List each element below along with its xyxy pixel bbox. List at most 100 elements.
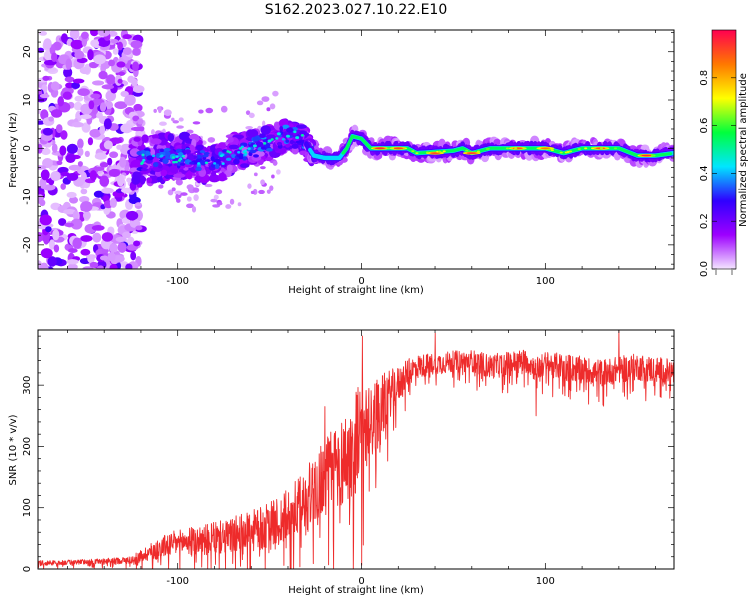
heatmap-cell: [486, 147, 490, 150]
heatmap-cell: [45, 226, 52, 233]
heatmap-cell: [43, 38, 52, 50]
heatmap-cell: [140, 150, 147, 155]
heatmap-cell: [279, 125, 284, 132]
heatmap-cell: [74, 50, 85, 60]
heatmap-cell: [272, 90, 279, 97]
heatmap-cell: [99, 255, 109, 261]
bot-y-tick-label: 200: [22, 437, 33, 456]
top-y-tick-label: 10: [22, 94, 33, 107]
heatmap-cell: [221, 162, 225, 165]
heatmap-cell: [56, 160, 63, 166]
heatmap-cell: [465, 149, 469, 152]
heatmap-cell: [411, 150, 415, 153]
heatmap-cell: [282, 124, 290, 129]
colorbar-gradient: [712, 30, 736, 269]
heatmap-cell: [48, 239, 55, 250]
heatmap-cell: [71, 82, 81, 89]
heatmap-cell: [213, 194, 219, 200]
heatmap-cell: [125, 263, 133, 269]
heatmap-cell: [77, 147, 84, 157]
heatmap-cell: [270, 138, 274, 141]
heatmap-cell: [58, 218, 67, 226]
heatmap-cell: [50, 170, 61, 182]
heatmap-cell: [253, 172, 258, 177]
heatmap-cell: [69, 196, 79, 204]
heatmap-cell: [104, 101, 114, 109]
heatmap-cell: [132, 61, 140, 72]
heatmap-cell: [87, 137, 94, 146]
bot-x-tick-label: 0: [358, 576, 364, 587]
heatmap-cell: [109, 263, 118, 269]
heatmap-cell: [80, 248, 91, 256]
heatmap-cell: [225, 204, 232, 209]
heatmap-cell: [127, 236, 135, 246]
heatmap-cell: [174, 190, 183, 195]
heatmap-cell: [138, 126, 145, 132]
heatmap-cell: [237, 202, 242, 207]
heatmap-cell: [252, 144, 257, 148]
heatmap-cell: [64, 222, 74, 228]
heatmap-cell: [293, 130, 297, 134]
heatmap-cell: [65, 58, 72, 70]
heatmap-cell: [66, 143, 78, 154]
heatmap-cell: [269, 185, 274, 191]
heatmap-cell: [238, 147, 243, 150]
heatmap-cell: [175, 178, 183, 186]
heatmap-cell: [281, 137, 286, 141]
heatmap-cell: [103, 140, 113, 150]
heatmap-cell: [132, 115, 140, 122]
heatmap-cell: [101, 187, 114, 194]
heatmap-cell: [577, 148, 581, 150]
heatmap-cell: [182, 136, 190, 141]
heatmap-cell: [160, 154, 164, 158]
heatmap-cell: [92, 232, 102, 243]
heatmap-cell: [228, 150, 232, 154]
bot-x-tick-label: -100: [166, 576, 189, 587]
heatmap-cell: [476, 150, 481, 153]
heatmap-cell: [599, 147, 604, 150]
heatmap-cell: [39, 199, 46, 207]
heatmap-cell: [214, 163, 220, 169]
heatmap-cell: [564, 151, 568, 154]
heatmap-cell: [253, 154, 259, 158]
snr-y-axis-label: SNR (10 * v/v): [8, 414, 19, 485]
heatmap-cell: [240, 163, 250, 168]
heatmap-cell: [238, 155, 244, 160]
heatmap-cell: [120, 123, 134, 134]
heatmap-cell: [263, 142, 267, 145]
heatmap-cell: [199, 159, 207, 166]
heatmap-cell: [141, 134, 149, 143]
heatmap-cell: [146, 177, 153, 184]
heatmap-cell: [162, 158, 169, 164]
heatmap-cell: [163, 147, 171, 152]
heatmap-cell: [191, 206, 197, 213]
heatmap-cell: [387, 147, 391, 150]
heatmap-cell: [227, 136, 234, 143]
heatmap-cell: [299, 130, 306, 136]
heatmap-cell: [48, 116, 54, 122]
heatmap-cell: [90, 93, 101, 99]
heatmap-cell: [179, 162, 186, 166]
bot-y-tick-label: 0: [22, 566, 33, 572]
heatmap-cell: [67, 263, 78, 269]
heatmap-cell: [84, 150, 90, 158]
colorbar-tick-label: 0.0: [699, 261, 710, 277]
heatmap-cell: [252, 136, 260, 142]
heatmap-cell: [117, 78, 123, 84]
heatmap-cell: [115, 236, 127, 242]
heatmap-cell: [261, 96, 270, 102]
snr-series-line: [38, 330, 674, 569]
heatmap-cell: [50, 81, 60, 91]
heatmap-cell: [40, 169, 50, 181]
heatmap-cell: [93, 54, 106, 65]
heatmap-cell: [79, 114, 92, 120]
heatmap-cell: [80, 201, 93, 212]
heatmap-cell: [276, 169, 281, 175]
heatmap-cell: [112, 48, 119, 55]
heatmap-cell: [70, 39, 84, 50]
heatmap-cell: [184, 149, 192, 154]
heatmap-cell: [188, 154, 194, 161]
heatmap-cell: [68, 164, 82, 171]
heatmap-cell: [160, 169, 168, 177]
